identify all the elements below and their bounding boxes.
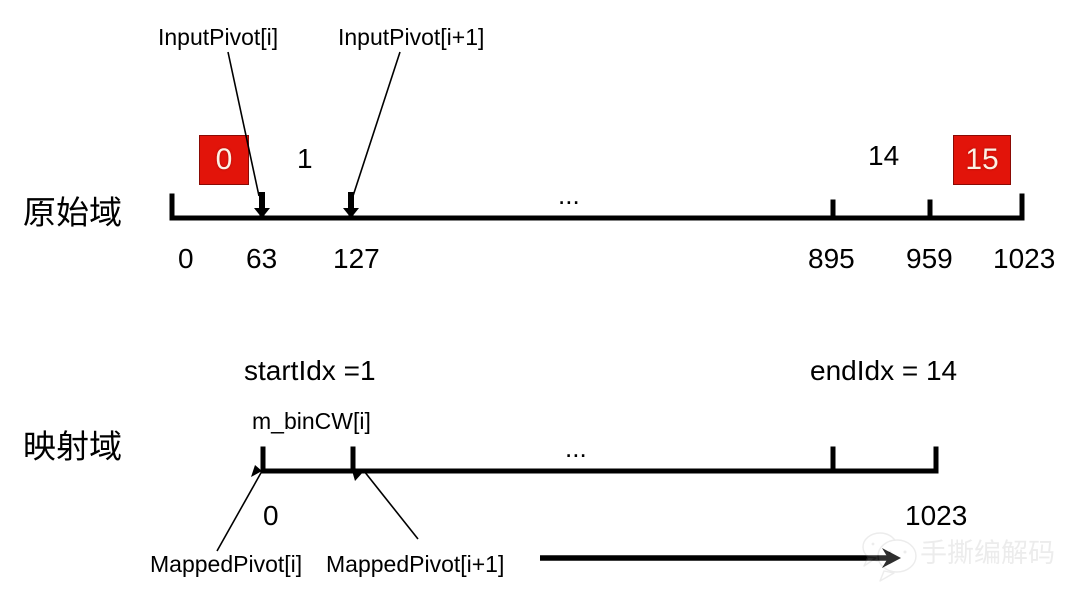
svg-text:手撕编解码: 手撕编解码 [920,531,1055,570]
